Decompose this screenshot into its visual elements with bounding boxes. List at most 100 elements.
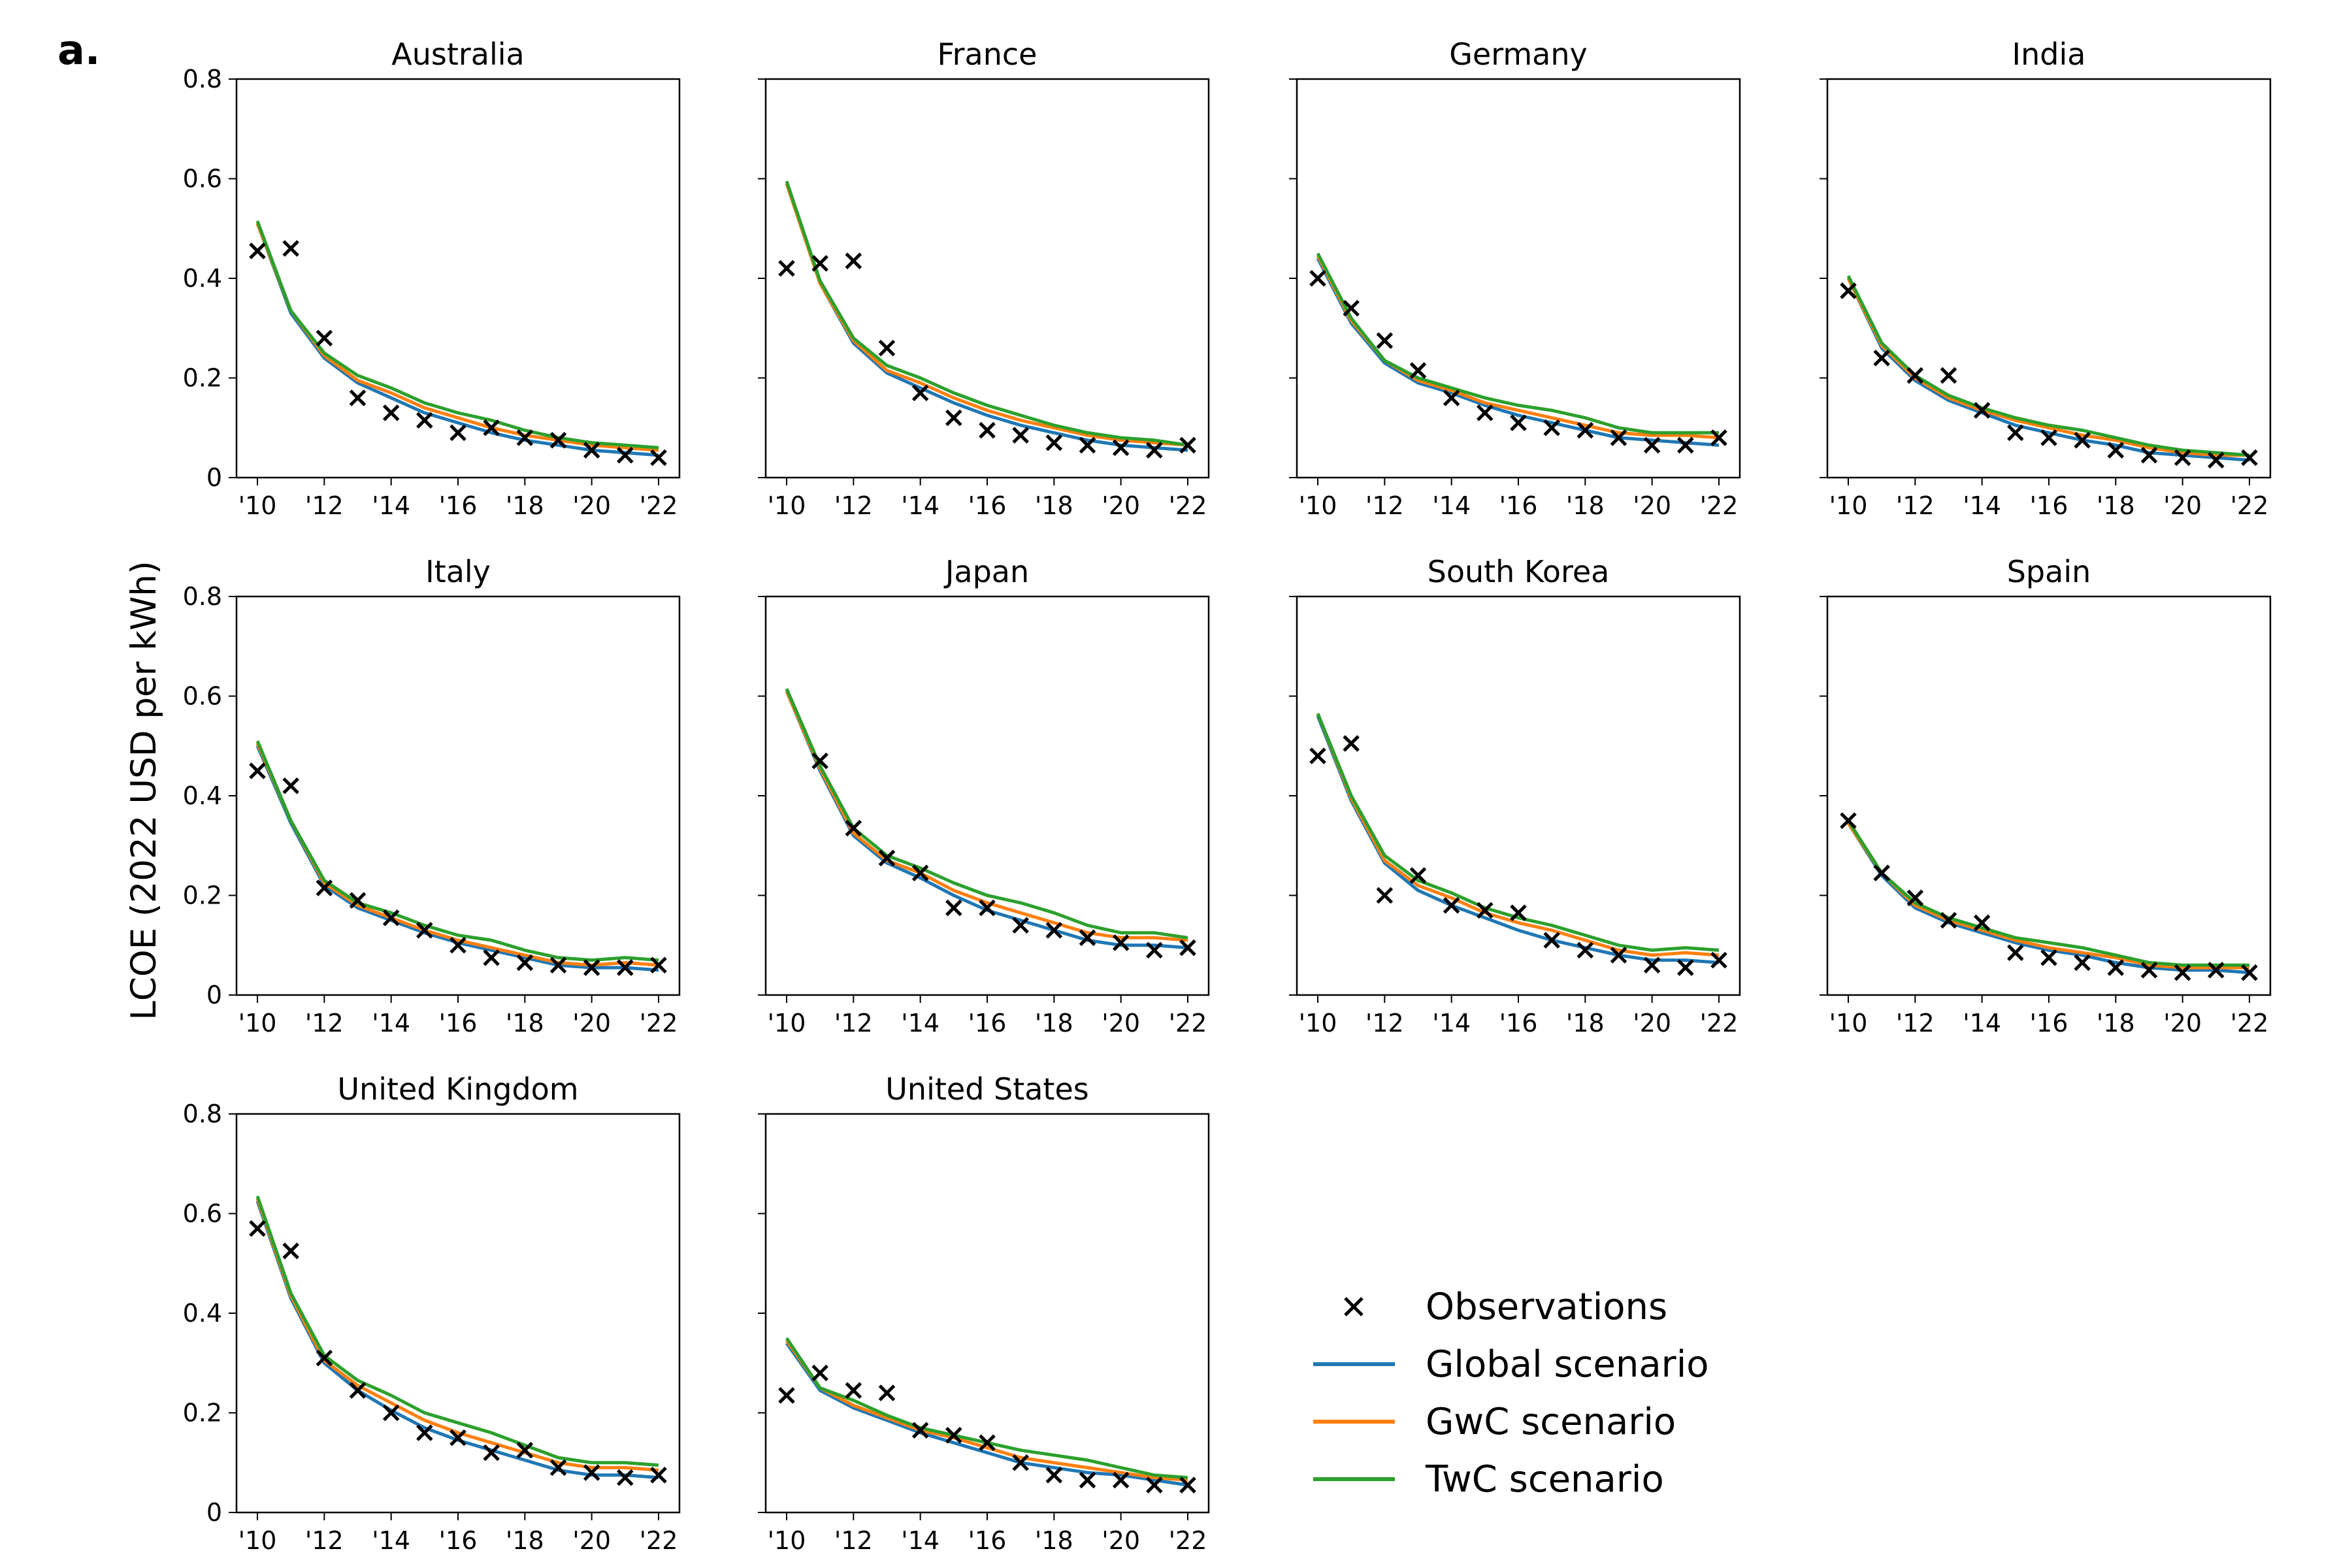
x-tick-label: '16	[968, 1009, 1007, 1037]
observation-point	[2040, 429, 2057, 446]
observation-point	[2074, 432, 2091, 449]
x-tick-label: '10	[768, 491, 806, 520]
x-tick-label: '20	[1102, 1526, 1140, 1555]
panel-japan: Japan '10 '12 '14 '16 '18 '20 '22	[758, 554, 1210, 1037]
observation-point	[617, 959, 634, 976]
observation-point	[1677, 959, 1694, 976]
observation-point	[1873, 864, 1890, 881]
x-tick-label: '14	[372, 491, 410, 520]
series-global-line	[785, 1342, 1188, 1487]
observation-point	[1179, 436, 1196, 454]
x-tick-label: '20	[1102, 1009, 1140, 1037]
observation-point	[1146, 941, 1163, 959]
x-tick-label: '18	[1566, 1009, 1605, 1037]
x-tick-label: '16	[439, 491, 478, 520]
y-tick-label: 0.6	[183, 682, 222, 711]
observation-point	[2107, 442, 2125, 459]
series-global-line	[1846, 822, 2250, 975]
legend-label: Observations	[1426, 1286, 1667, 1328]
observation-point	[1840, 812, 1857, 829]
observation-point	[1376, 887, 1394, 904]
observation-point	[2208, 451, 2225, 469]
panel-united-states: United States '10 '12 '14 '16 '18 '20 '22	[758, 1071, 1210, 1555]
observation-point	[1376, 332, 1394, 350]
observation-point	[1443, 896, 1460, 914]
observation-point	[549, 1459, 567, 1477]
y-tick-label: 0.8	[183, 1100, 222, 1128]
observation-point	[650, 1467, 667, 1484]
observation-point	[416, 1424, 433, 1441]
observation-point	[811, 255, 828, 272]
y-tick-label: 0	[206, 1498, 222, 1527]
observation-point	[316, 1349, 333, 1367]
x-tick-label: '14	[901, 491, 939, 520]
x-tick-label: '16	[2030, 491, 2068, 520]
observation-point	[2140, 446, 2158, 464]
x-tick-label: '22	[1700, 491, 1739, 520]
observation-point	[249, 242, 266, 259]
panel-south-korea: South Korea '10 '12 '14 '16 '18 '20 '22	[1289, 554, 1741, 1037]
x-tick-label: '18	[2097, 1009, 2135, 1037]
x-tick-label: '18	[1035, 1009, 1073, 1037]
series-gwc-line	[785, 690, 1188, 942]
observation-point	[1973, 402, 1991, 419]
observation-point	[1510, 904, 1527, 921]
series-global-line	[1316, 715, 1720, 964]
observation-point	[1477, 902, 1494, 919]
x-tick-label: '22	[640, 1009, 678, 1037]
x-tick-label: '16	[439, 1526, 478, 1555]
x-tick-label: '16	[439, 1009, 478, 1037]
observation-point	[878, 1384, 896, 1401]
observation-point	[483, 949, 500, 966]
observation-point	[945, 409, 962, 427]
panel-title: Italy	[425, 554, 491, 589]
observation-point	[979, 1434, 996, 1452]
x-tick-label: '18	[1035, 1526, 1073, 1555]
x-tick-label: '10	[768, 1009, 806, 1037]
series-global-line	[1846, 277, 2250, 462]
x-tick-label: '20	[2163, 1009, 2202, 1037]
x-tick-label: '20	[1633, 1009, 1671, 1037]
observation-point	[516, 954, 534, 972]
x-tick-label: '18	[506, 1526, 544, 1555]
x-tick-label: '22	[1169, 1009, 1207, 1037]
x-tick-label: '20	[572, 1526, 611, 1555]
observation-point	[416, 412, 433, 429]
x-tick-label: '12	[305, 1526, 344, 1555]
y-tick-label: 0	[206, 463, 222, 492]
observation-point	[650, 449, 667, 466]
x-tick-label: '18	[1035, 491, 1073, 520]
x-tick-label: '14	[1432, 491, 1471, 520]
series-gwc-line	[1846, 277, 2249, 457]
observation-point	[1610, 947, 1627, 964]
observation-point	[845, 1382, 862, 1399]
observation-point	[2107, 959, 2125, 976]
observation-point	[617, 446, 634, 464]
x-tick-label: '20	[1633, 491, 1671, 520]
observation-point	[1343, 735, 1360, 752]
observation-point	[2174, 449, 2191, 466]
observation-point	[583, 959, 600, 976]
x-tick-label: '20	[572, 1009, 611, 1037]
x-tick-label: '10	[1829, 491, 1868, 520]
x-tick-label: '16	[968, 491, 1007, 520]
observation-point	[778, 259, 795, 277]
x-tick-label: '12	[834, 491, 873, 520]
panel-italy: Italy 0 0.2 0.4 0.6 0.8 '10 '12 '14 '16 '18 '20 '22	[183, 554, 681, 1037]
observation-point	[549, 432, 567, 449]
observation-point	[382, 404, 400, 421]
observation-point	[1677, 436, 1694, 454]
y-tick-label: 0.8	[183, 65, 222, 93]
observation-point	[1576, 941, 1594, 959]
x-tick-label: '22	[1700, 1009, 1739, 1037]
legend-marker	[1344, 1297, 1364, 1316]
observation-point	[1079, 929, 1096, 947]
series-gwc-line	[255, 1198, 659, 1472]
observation-point	[1012, 427, 1029, 444]
x-tick-label: '22	[2230, 491, 2269, 520]
legend-label: Global scenario	[1426, 1343, 1709, 1386]
series-gwc-line	[785, 1339, 1188, 1482]
series-twc-line	[1846, 819, 2249, 967]
y-tick-label: 0.2	[183, 1399, 222, 1428]
